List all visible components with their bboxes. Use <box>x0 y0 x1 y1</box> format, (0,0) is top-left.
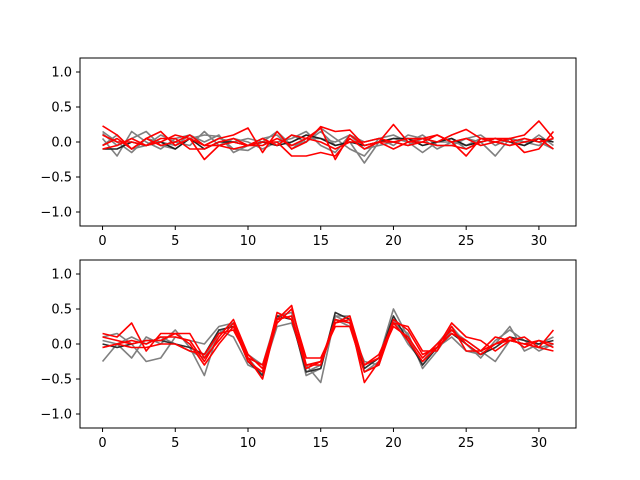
top-series-line-6 <box>102 120 555 154</box>
bottom-x-tick-label: 15 <box>312 436 329 451</box>
bottom-y-tick-label: 0.5 <box>51 303 72 318</box>
top-y-tick-label: −1.0 <box>40 206 72 221</box>
bottom-y-tick-label: −1.0 <box>40 408 72 423</box>
bottom-y-tick-label: 1.0 <box>51 268 72 283</box>
bottom-x-tick-label: 5 <box>171 436 179 451</box>
top-x-tick-label: 25 <box>458 234 475 249</box>
bottom-x-tick-label: 20 <box>385 436 402 451</box>
bottom-y-tick-label: −0.5 <box>40 373 72 388</box>
bottom-series-line-7 <box>102 311 554 373</box>
bottom-series-line-8 <box>102 315 554 366</box>
bottom-y-tick-label: 0.0 <box>51 338 72 353</box>
bottom-series-group <box>101 304 555 384</box>
top-x-tick-label: 20 <box>385 234 402 249</box>
top-x-tick-label: 5 <box>171 234 179 249</box>
axes-top: 0 5 10 15 20 25 30 −1.0 −0.5 0.0 0.5 1.0 <box>40 57 577 249</box>
axes-bottom: 0 5 10 15 20 25 30 −1.0 −0.5 0.0 0.5 1.0 <box>40 259 577 451</box>
top-series-group <box>101 120 555 164</box>
top-series-line-7 <box>102 130 555 161</box>
top-y-tick-label: 0.5 <box>51 101 72 116</box>
bottom-x-tick-label: 10 <box>240 436 257 451</box>
top-x-tick-label: 30 <box>531 234 548 249</box>
bottom-x-tick-label: 0 <box>98 436 106 451</box>
top-y-tick-label: 1.0 <box>51 66 72 81</box>
top-x-tick-label: 0 <box>98 234 106 249</box>
top-x-tick-label: 15 <box>312 234 329 249</box>
top-y-tick-label: 0.0 <box>51 136 72 151</box>
top-x-tick-label: 10 <box>240 234 257 249</box>
top-y-tick-label: −0.5 <box>40 171 72 186</box>
bottom-x-tick-label: 25 <box>458 436 475 451</box>
top-series-line-2 <box>102 130 554 154</box>
top-series-line-9 <box>102 134 554 157</box>
bottom-x-tick-label: 30 <box>531 436 548 451</box>
